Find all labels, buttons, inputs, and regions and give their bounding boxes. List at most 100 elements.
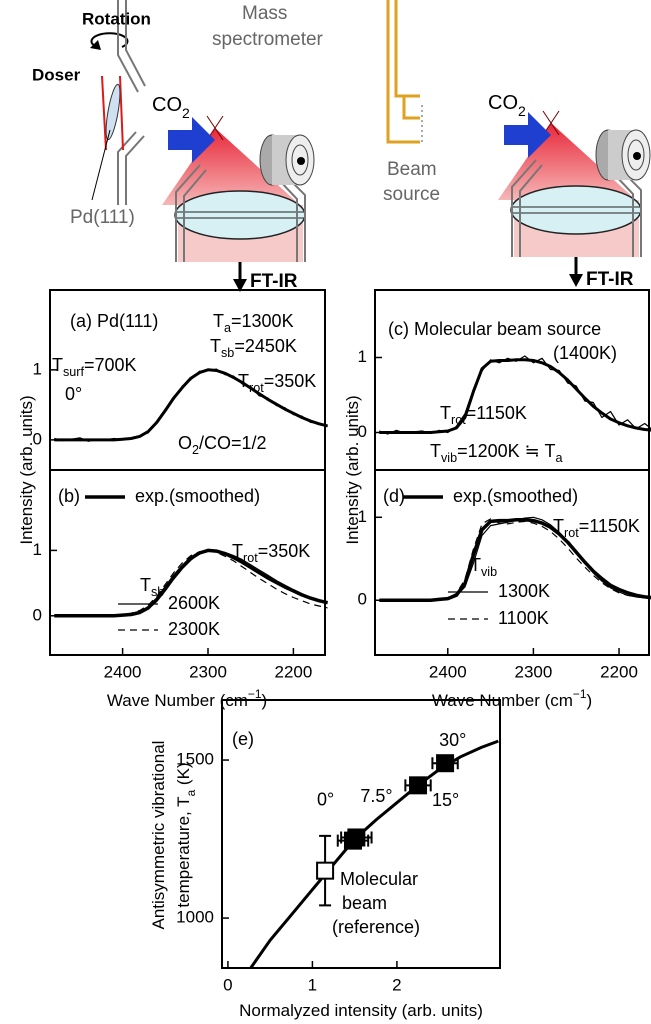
x-tick-label: 2200 (274, 662, 312, 681)
text-part: (e) (232, 729, 254, 749)
sample-label: Pd(111) (70, 207, 135, 228)
text-part: T (430, 441, 441, 461)
text-part: T (52, 355, 63, 375)
y-axis-label: temperature, Ta (K) (174, 762, 198, 907)
text-part: =2450K (234, 336, 297, 356)
annotation: 0° (65, 384, 82, 404)
text-part: rot (564, 526, 579, 540)
beam-source-label: Beam (387, 159, 437, 180)
text-part: =350K (258, 541, 311, 561)
optics-copy (496, 109, 651, 289)
legend-label: 1300K (498, 581, 550, 601)
annotation: Tvib=1200K ≒ Ta (430, 441, 562, 466)
legend-label: exp.(smoothed) (453, 486, 578, 506)
y-tick-label: 0 (33, 605, 42, 624)
x-axis-label: Normalyzed intensity (arb. units) (239, 1001, 483, 1020)
annotation: (d) (383, 486, 405, 506)
point-label: 7.5° (360, 786, 392, 806)
text-part: a (224, 321, 231, 335)
text-part: Wave Number (cm (107, 691, 248, 710)
text-part: sb (221, 346, 234, 360)
text-part: (reference) (332, 917, 420, 937)
text-part: temperature, T (174, 796, 193, 907)
text-part: T (213, 311, 224, 331)
text-part: vib (481, 565, 497, 579)
text-part: =350K (264, 371, 317, 391)
text-part: =1150K (466, 403, 527, 423)
text-part: T (232, 541, 243, 561)
point-label: 30° (439, 730, 466, 750)
output-label: FT-IR (586, 269, 634, 290)
text-part: a (555, 451, 562, 465)
annotation: Trot=1150K (440, 403, 527, 428)
legend-label: 2600K (168, 593, 220, 613)
text-part: 2 (518, 103, 526, 119)
ir-cone (162, 128, 300, 205)
beam-source-label: source (383, 184, 440, 205)
text-part: Antisymmetric vibrational (149, 741, 168, 930)
gas-label: CO2 (488, 92, 526, 118)
annotation: O2/CO=1/2 (178, 433, 267, 458)
spectrum-line (54, 368, 328, 442)
text-part: /CO=1/2 (199, 433, 267, 453)
x-tick-label: 2200 (600, 662, 638, 681)
annotation: (reference) (332, 917, 420, 937)
point-label: 15° (432, 790, 459, 810)
rotation-arrow (90, 32, 129, 48)
mass-spec-hole (297, 157, 305, 165)
text-part: (b) (58, 486, 80, 506)
annotation: beam (342, 893, 387, 913)
text-part: rot (249, 381, 264, 395)
legend-label: exp.(smoothed) (135, 486, 260, 506)
y-tick-label: 1 (358, 507, 367, 526)
text-part: T (470, 555, 481, 575)
text-part: Wave Number (cm (432, 691, 573, 710)
spectrum-line (54, 549, 328, 617)
rotation-arrowhead (90, 40, 101, 50)
annotation: Tsb (140, 575, 164, 600)
x-tick-label: 2400 (429, 662, 467, 681)
text-part: 2 (182, 105, 190, 121)
data-point (409, 776, 428, 795)
text-part: T (140, 575, 151, 595)
text-part: 0° (65, 384, 82, 404)
mass-spec-label: Mass (242, 3, 287, 24)
legend-label: 1100K (498, 608, 549, 628)
annotation: Tsb=2450K (210, 336, 297, 361)
text-part: −1 (573, 687, 587, 701)
point-label: 0° (317, 789, 334, 809)
text-part: =1300K (231, 311, 294, 331)
plot-frame (221, 699, 501, 969)
text-part: T (210, 336, 221, 356)
text-part: beam (342, 893, 387, 913)
x-tick-label: 2400 (104, 662, 142, 681)
annotation: (e) (232, 729, 254, 749)
text-part: =700K (84, 355, 137, 375)
annotation: Tvib (470, 555, 497, 580)
y-tick-label: 1 (33, 540, 42, 559)
text-part: (K) (174, 762, 193, 789)
text-part: Molecular (340, 869, 418, 889)
gas-label: CO2 (152, 94, 190, 120)
y-tick-label: 0 (358, 590, 367, 609)
lens-axis (176, 211, 304, 219)
optics (162, 115, 315, 292)
mass-spec-ring (291, 144, 309, 176)
lens (174, 190, 306, 240)
rotation-label: Rotation (82, 9, 151, 28)
x-tick-label: 1 (308, 975, 317, 994)
spectrum-line (379, 518, 651, 601)
data-point (436, 754, 455, 773)
fit-curve (249, 739, 499, 969)
text-part: T (238, 371, 249, 391)
spectrum-line (54, 549, 328, 617)
y-tick-label: 1000 (176, 908, 214, 927)
text-part: Normalyzed intensity (arb. units) (239, 1001, 483, 1020)
beam-source (386, 0, 420, 144)
x-tick-label: 0 (223, 975, 232, 994)
y-tick-label: 0 (358, 422, 367, 441)
text-part: (d) (383, 486, 405, 506)
text-part: (c) Molecular beam source (388, 319, 601, 339)
x-tick-label: 2 (392, 975, 401, 994)
